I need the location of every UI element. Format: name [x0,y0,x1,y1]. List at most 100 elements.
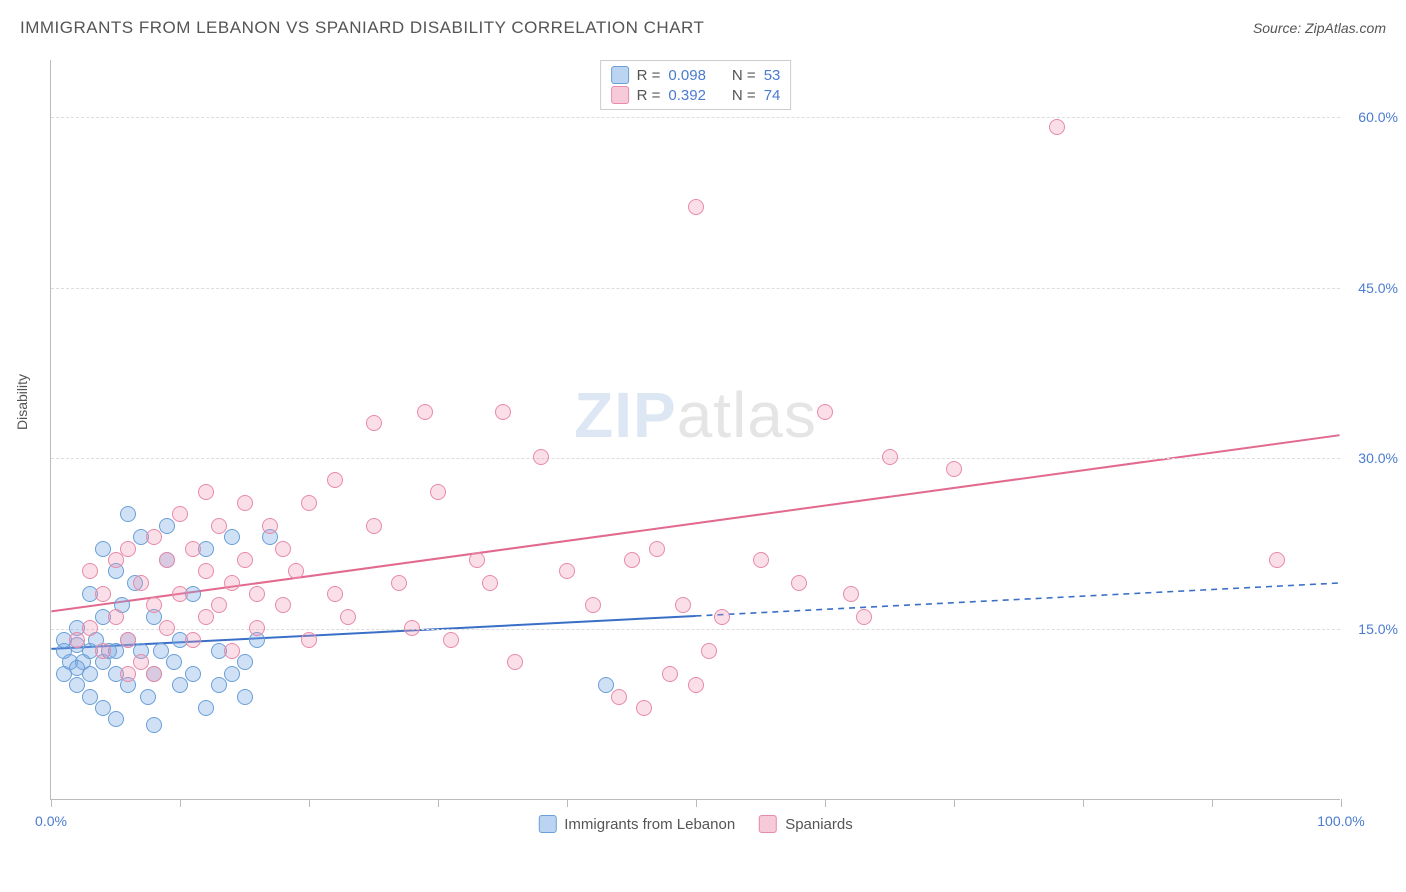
data-point-pink [611,689,627,705]
data-point-pink [95,643,111,659]
legend-swatch-blue [611,66,629,84]
data-point-pink [327,586,343,602]
data-point-pink [69,632,85,648]
data-point-blue [185,666,201,682]
data-point-pink [224,643,240,659]
legend-label: Immigrants from Lebanon [564,816,735,833]
data-point-pink [108,609,124,625]
data-point-pink [159,620,175,636]
data-point-pink [82,563,98,579]
legend-swatch-blue [538,815,556,833]
data-point-pink [224,575,240,591]
data-point-pink [146,597,162,613]
data-point-blue [237,654,253,670]
data-point-pink [340,609,356,625]
data-point-blue [172,677,188,693]
gridline [51,288,1340,289]
gridline [51,629,1340,630]
data-point-blue [166,654,182,670]
data-point-pink [237,495,253,511]
data-point-pink [120,632,136,648]
data-point-pink [249,620,265,636]
data-point-pink [108,552,124,568]
data-point-blue [140,689,156,705]
legend-r-label: R = [637,87,661,104]
data-point-pink [172,586,188,602]
data-point-pink [120,541,136,557]
data-point-blue [237,689,253,705]
data-point-pink [185,541,201,557]
xtick [438,799,439,807]
xtick [1212,799,1213,807]
data-point-pink [882,449,898,465]
gridline [51,458,1340,459]
data-point-pink [469,552,485,568]
data-point-pink [275,597,291,613]
data-point-pink [649,541,665,557]
data-point-pink [366,518,382,534]
data-point-pink [327,472,343,488]
legend-label: Spaniards [785,816,853,833]
xtick [180,799,181,807]
xtick-label: 0.0% [35,813,67,829]
legend-n-label: N = [732,67,756,84]
data-point-pink [430,484,446,500]
data-point-blue [146,717,162,733]
data-point-pink [198,609,214,625]
xtick [1083,799,1084,807]
xtick [567,799,568,807]
legend-swatch-pink [611,86,629,104]
data-point-pink [211,597,227,613]
data-point-pink [482,575,498,591]
data-point-pink [185,632,201,648]
data-point-pink [662,666,678,682]
data-point-blue [108,711,124,727]
data-point-pink [443,632,459,648]
data-point-pink [288,563,304,579]
y-axis-label: Disability [14,374,30,430]
data-point-blue [69,660,85,676]
data-point-pink [753,552,769,568]
trendline-blue-extrapolated [696,583,1340,616]
xtick [954,799,955,807]
xtick [696,799,697,807]
watermark-bold: ZIP [574,379,677,451]
legend-n-value: 74 [764,87,781,104]
xtick [309,799,310,807]
data-point-blue [198,700,214,716]
data-point-pink [624,552,640,568]
chart-header: IMMIGRANTS FROM LEBANON VS SPANIARD DISA… [20,18,1386,38]
legend-n-label: N = [732,87,756,104]
data-point-pink [495,404,511,420]
ytick-label: 15.0% [1358,621,1398,637]
data-point-pink [688,199,704,215]
data-point-pink [198,484,214,500]
data-point-pink [791,575,807,591]
data-point-pink [533,449,549,465]
data-point-pink [249,586,265,602]
chart-source: Source: ZipAtlas.com [1253,20,1386,36]
data-point-pink [817,404,833,420]
scatter-plot: ZIPatlas R = 0.098 N = 53 R = 0.392 N = … [50,60,1340,800]
data-point-pink [159,552,175,568]
legend-row-blue: R = 0.098 N = 53 [611,65,781,85]
watermark-thin: atlas [677,379,817,451]
xtick [1341,799,1342,807]
data-point-pink [146,666,162,682]
data-point-pink [133,575,149,591]
data-point-pink [714,609,730,625]
bottom-legend-pink: Spaniards [759,815,853,833]
data-point-pink [856,609,872,625]
data-point-pink [701,643,717,659]
data-point-blue [159,518,175,534]
legend-r-value: 0.392 [668,87,706,104]
data-point-pink [507,654,523,670]
bottom-legend: Immigrants from Lebanon Spaniards [538,815,852,833]
data-point-pink [636,700,652,716]
data-point-pink [95,586,111,602]
data-point-blue [211,677,227,693]
data-point-pink [366,415,382,431]
data-point-pink [688,677,704,693]
data-point-pink [675,597,691,613]
watermark: ZIPatlas [574,378,817,452]
